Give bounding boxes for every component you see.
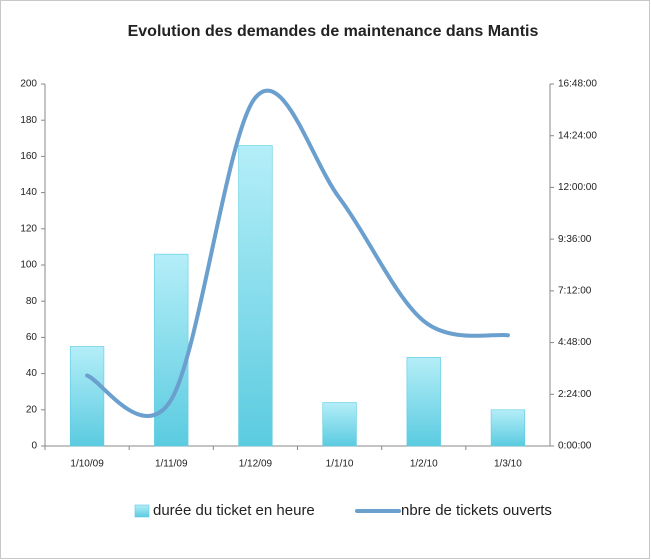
bar <box>154 253 189 447</box>
y-tick-label: 120 <box>20 223 37 234</box>
bar <box>238 145 273 447</box>
legend-label: nbre de tickets ouverts <box>401 502 552 519</box>
y-tick-label: 180 <box>20 115 37 126</box>
legend-swatch <box>134 504 150 518</box>
x-tick-label: 1/2/10 <box>410 459 438 470</box>
bar <box>406 357 441 447</box>
bar <box>490 409 526 447</box>
y-tick-label: 80 <box>26 296 38 307</box>
y2-tick-label: 2:24:00 <box>558 389 592 400</box>
y2-tick-label: 4:48:00 <box>558 337 592 348</box>
y-tick-label: 0 <box>31 441 37 452</box>
x-tick-label: 1/11/09 <box>155 459 188 470</box>
legend-label: durée du ticket en heure <box>153 502 315 519</box>
x-tick-label: 1/3/10 <box>494 459 522 470</box>
y2-tick-label: 12:00:00 <box>558 182 597 193</box>
y2-tick-label: 9:36:00 <box>558 234 592 245</box>
x-tick-label: 1/10/09 <box>70 459 104 470</box>
y2-tick-label: 14:24:00 <box>558 130 597 141</box>
x-tick-label: 1/1/10 <box>326 459 354 470</box>
y-tick-label: 40 <box>26 368 38 379</box>
y-tick-label: 60 <box>26 332 38 343</box>
y-tick-label: 200 <box>20 79 37 90</box>
y-tick-label: 160 <box>20 151 37 162</box>
y-tick-label: 100 <box>20 260 37 271</box>
x-tick-label: 1/12/09 <box>239 459 273 470</box>
y-tick-label: 140 <box>20 187 37 198</box>
y2-tick-label: 16:48:00 <box>558 79 597 90</box>
y2-tick-label: 7:12:00 <box>558 285 592 296</box>
bar <box>69 346 105 447</box>
y2-tick-label: 0:00:00 <box>558 441 592 452</box>
chart-title: Evolution des demandes de maintenance da… <box>128 23 539 40</box>
line-series <box>85 88 510 418</box>
y-tick-label: 20 <box>26 404 38 415</box>
bar <box>322 402 357 447</box>
